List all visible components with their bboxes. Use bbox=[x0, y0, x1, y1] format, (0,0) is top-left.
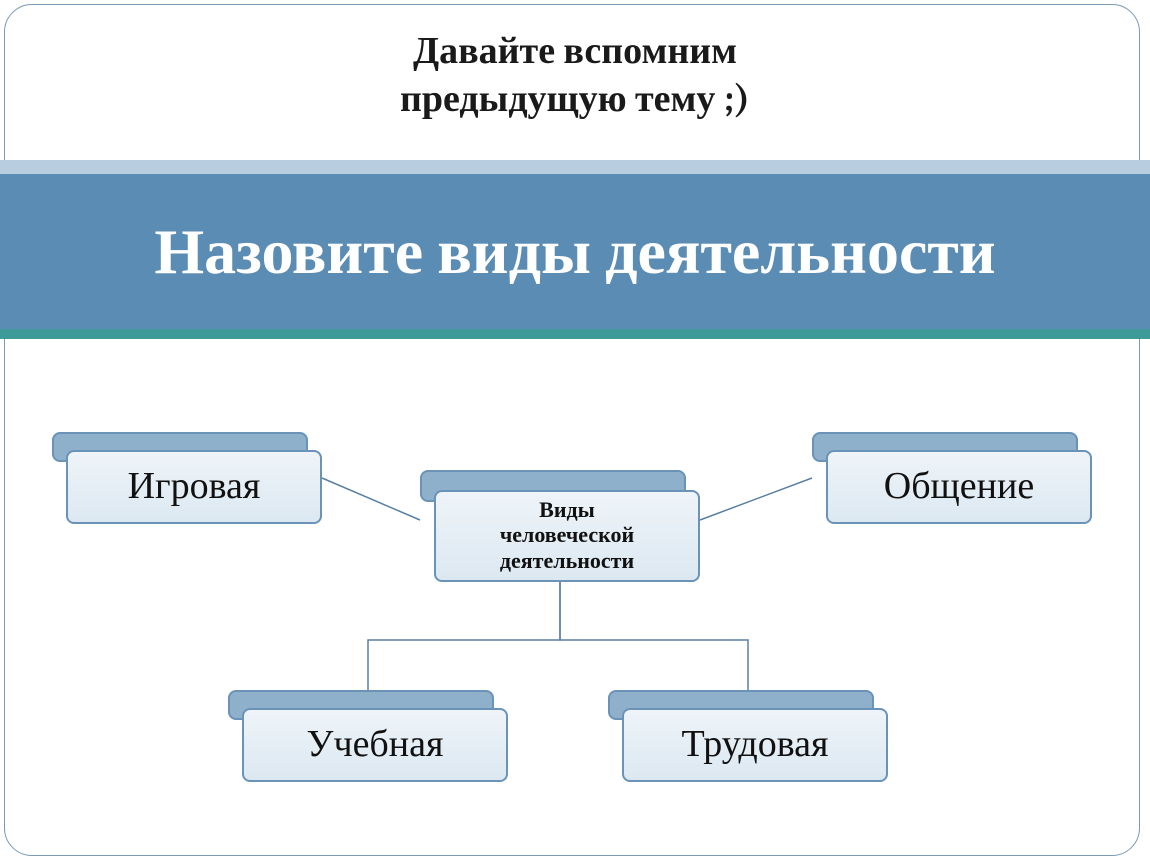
connector bbox=[322, 478, 420, 520]
node-right_top: Общение bbox=[812, 432, 1092, 524]
node-bottom_left: Учебная bbox=[228, 690, 508, 782]
node-label-bottom_right: Трудовая bbox=[682, 723, 829, 767]
banner-text: Назовите виды деятельности bbox=[154, 215, 995, 289]
node-label-left_top: Игровая bbox=[128, 465, 261, 509]
connector bbox=[700, 478, 812, 520]
node-body-center: Виды человеческой деятельности bbox=[434, 490, 700, 582]
node-body-left_top: Игровая bbox=[66, 450, 322, 524]
node-body-bottom_right: Трудовая bbox=[622, 708, 888, 782]
node-label-center: Виды человеческой деятельности bbox=[500, 498, 634, 574]
title-banner: Назовите виды деятельности bbox=[0, 160, 1150, 339]
node-center: Виды человеческой деятельности bbox=[420, 470, 700, 582]
node-label-bottom_left: Учебная bbox=[307, 723, 444, 767]
heading-line2: предыдущую тему ;) bbox=[400, 77, 750, 121]
heading-line1: Давайте вспомним bbox=[413, 29, 737, 73]
banner-top-stripe bbox=[0, 160, 1150, 174]
banner-bottom-stripe bbox=[0, 329, 1150, 339]
node-label-right_top: Общение bbox=[884, 465, 1034, 509]
node-body-bottom_left: Учебная bbox=[242, 708, 508, 782]
banner-main: Назовите виды деятельности bbox=[0, 174, 1150, 329]
slide-heading: Давайте вспомним предыдущую тему ;) bbox=[0, 28, 1150, 123]
connector bbox=[560, 582, 748, 690]
node-left_top: Игровая bbox=[52, 432, 322, 524]
node-bottom_right: Трудовая bbox=[608, 690, 888, 782]
node-body-right_top: Общение bbox=[826, 450, 1092, 524]
connector bbox=[368, 582, 560, 690]
diagram-area: Виды человеческой деятельности Игровая Общ… bbox=[0, 400, 1150, 860]
